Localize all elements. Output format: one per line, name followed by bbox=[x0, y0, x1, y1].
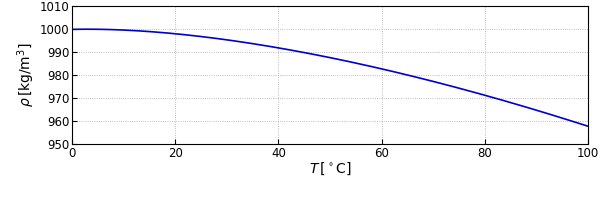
Y-axis label: $\rho\,[\mathrm{kg/m^3}]$: $\rho\,[\mathrm{kg/m^3}]$ bbox=[15, 43, 37, 107]
X-axis label: $T\,[^\circ\mathrm{C}]$: $T\,[^\circ\mathrm{C}]$ bbox=[309, 161, 351, 177]
